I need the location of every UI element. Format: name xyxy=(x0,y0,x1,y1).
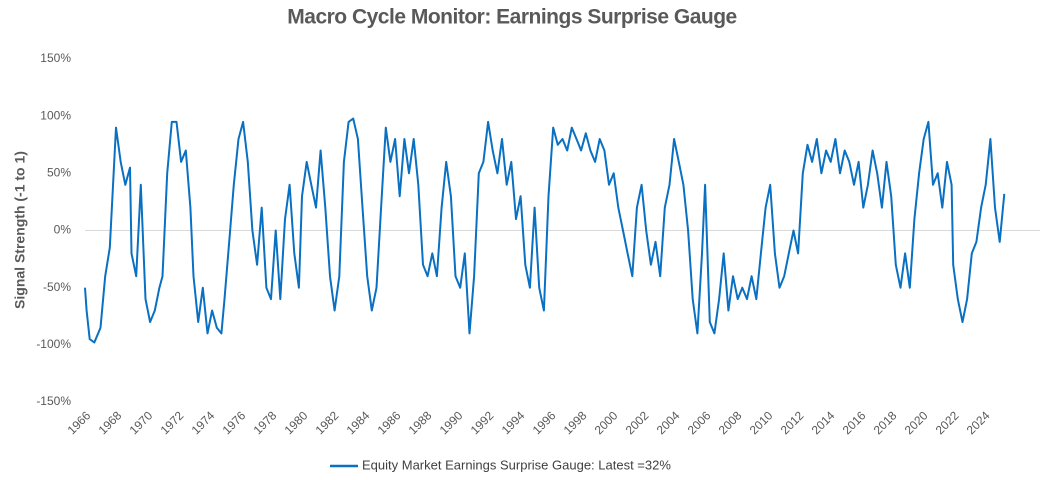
x-tick-label: 2024 xyxy=(964,408,993,437)
x-tick-label: 1982 xyxy=(313,408,342,437)
x-tick-label: 1974 xyxy=(189,408,218,437)
x-tick-label: 2002 xyxy=(623,408,652,437)
x-tick-label: 2010 xyxy=(747,408,776,437)
x-tick-label: 1972 xyxy=(158,408,187,437)
x-tick-label: 2006 xyxy=(685,408,714,437)
x-tick-label: 1986 xyxy=(375,408,404,437)
legend-label: Equity Market Earnings Surprise Gauge: L… xyxy=(362,457,671,472)
x-tick-label: 1978 xyxy=(251,408,280,437)
y-tick-label: -150% xyxy=(36,394,71,408)
x-tick-label: 1992 xyxy=(468,408,497,437)
x-tick-label: 1984 xyxy=(344,408,373,437)
x-tick-label: 2000 xyxy=(592,408,621,437)
y-tick-label: 100% xyxy=(40,108,71,122)
x-tick-label: 2008 xyxy=(716,408,745,437)
y-tick-label: 0% xyxy=(54,223,72,237)
x-tick-label: 2018 xyxy=(871,408,900,437)
y-tick-label: 150% xyxy=(40,51,71,65)
x-tick-label: 1998 xyxy=(561,408,590,437)
x-tick-label: 1968 xyxy=(96,408,125,437)
x-tick-label: 2016 xyxy=(840,408,869,437)
series-line xyxy=(84,117,1006,344)
x-tick-label: 2020 xyxy=(902,408,931,437)
y-tick-label: 50% xyxy=(47,166,71,180)
x-tick-label: 1980 xyxy=(282,408,311,437)
y-tick-label: -100% xyxy=(36,337,71,351)
x-tick-label: 1990 xyxy=(437,408,466,437)
x-tick-label: 2012 xyxy=(778,408,807,437)
y-axis-label: Signal Strength (-1 to 1) xyxy=(12,151,28,309)
x-tick-label: 1988 xyxy=(406,408,435,437)
x-tick-label: 1996 xyxy=(530,408,559,437)
chart-title: Macro Cycle Monitor: Earnings Surprise G… xyxy=(287,6,736,29)
x-tick-label: 2022 xyxy=(933,408,962,437)
x-tick-label: 1976 xyxy=(220,408,249,437)
x-tick-label: 1966 xyxy=(65,408,94,437)
y-tick-label: -50% xyxy=(43,280,71,294)
x-tick-label: 2014 xyxy=(809,408,838,437)
x-tick-label: 1994 xyxy=(499,408,528,437)
x-tick-label: 1970 xyxy=(127,408,156,437)
x-tick-label: 2004 xyxy=(654,408,683,437)
